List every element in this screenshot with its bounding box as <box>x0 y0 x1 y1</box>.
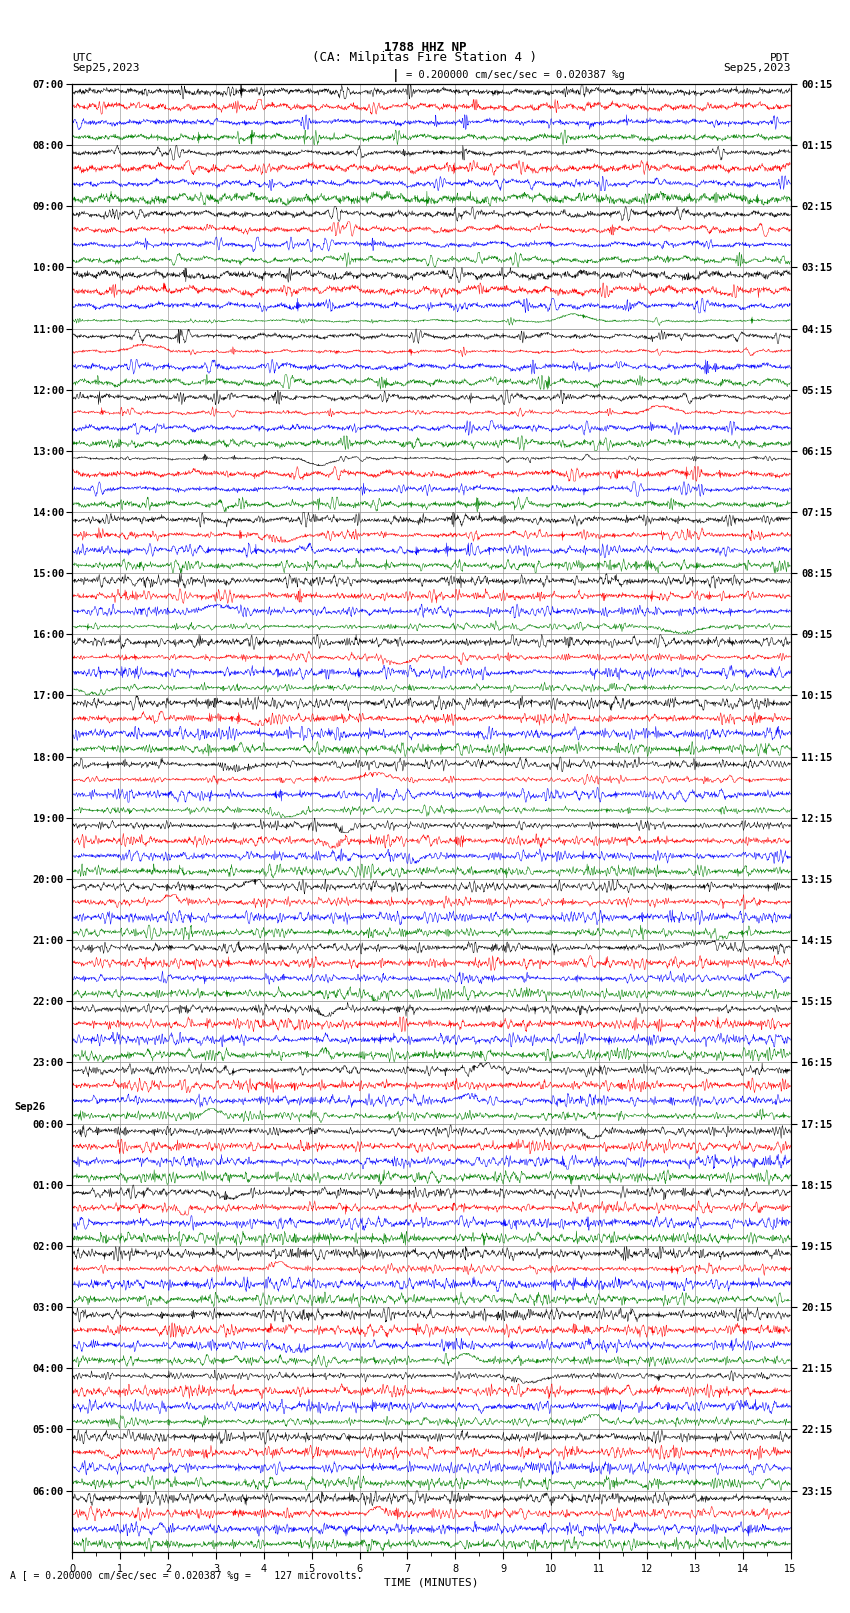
Text: UTC: UTC <box>72 53 93 63</box>
Text: 1788 HHZ NP: 1788 HHZ NP <box>383 40 467 55</box>
Text: Sep25,2023: Sep25,2023 <box>723 63 791 73</box>
Text: Sep26: Sep26 <box>14 1102 45 1113</box>
Text: A [ = 0.200000 cm/sec/sec = 0.020387 %g =    127 microvolts.: A [ = 0.200000 cm/sec/sec = 0.020387 %g … <box>10 1571 363 1581</box>
Text: PDT: PDT <box>770 53 790 63</box>
Text: (CA: Milpitas Fire Station 4 ): (CA: Milpitas Fire Station 4 ) <box>313 50 537 65</box>
Text: Sep25,2023: Sep25,2023 <box>72 63 139 73</box>
Text: = 0.200000 cm/sec/sec = 0.020387 %g: = 0.200000 cm/sec/sec = 0.020387 %g <box>406 71 625 81</box>
Text: |: | <box>392 69 399 82</box>
X-axis label: TIME (MINUTES): TIME (MINUTES) <box>384 1578 479 1587</box>
